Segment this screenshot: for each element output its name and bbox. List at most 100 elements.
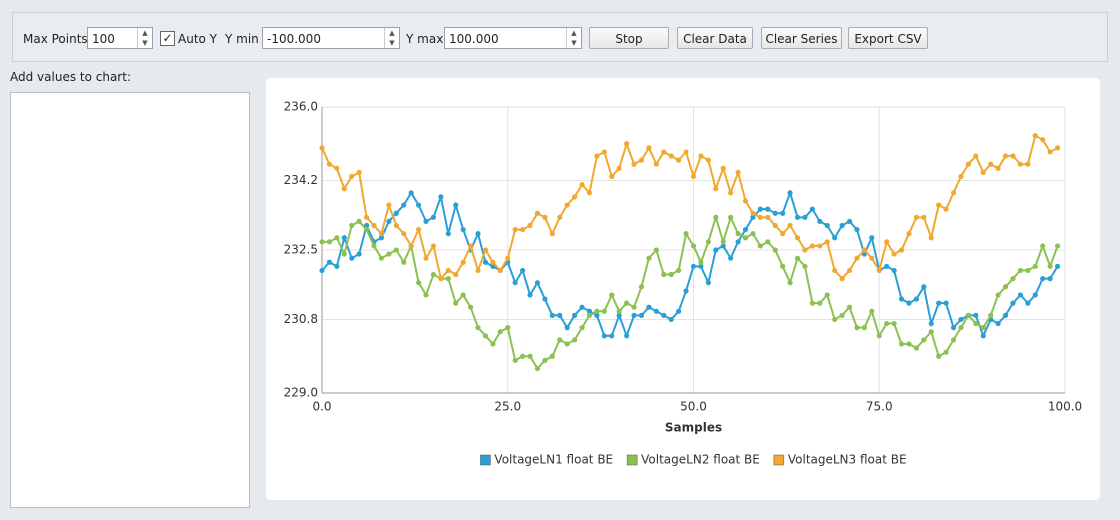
data-point [542, 214, 548, 220]
data-point [824, 222, 830, 229]
data-point [609, 173, 615, 180]
data-point [631, 304, 637, 310]
stop-button[interactable]: Stop [589, 27, 669, 49]
y-tick-label: 232.5 [284, 243, 318, 257]
data-point [594, 312, 600, 318]
data-point [527, 353, 533, 359]
max-points-input[interactable]: 100 ▲ ▼ [87, 27, 153, 49]
export-csv-button[interactable]: Export CSV [848, 27, 928, 49]
data-point [401, 259, 407, 265]
data-point [586, 312, 593, 318]
data-point [735, 239, 741, 245]
data-point [564, 325, 570, 331]
data-point [319, 267, 325, 274]
data-point [549, 353, 555, 359]
data-point [757, 206, 763, 212]
values-textarea[interactable] [10, 92, 250, 508]
data-point [802, 214, 808, 220]
data-point [601, 149, 607, 155]
data-point [928, 235, 934, 241]
data-point [386, 202, 392, 208]
spinner[interactable]: ▲ ▼ [384, 28, 399, 48]
data-point [341, 235, 347, 241]
ymax-label: Y max [406, 32, 444, 46]
data-point [713, 186, 719, 192]
data-point [898, 247, 905, 253]
data-point [980, 333, 986, 339]
data-point [728, 214, 734, 220]
data-point [950, 190, 957, 196]
data-point [846, 218, 853, 224]
ymin-input[interactable]: -100.000 ▲ ▼ [262, 27, 400, 49]
data-point [906, 341, 912, 347]
x-axis-label: Samples [665, 421, 722, 435]
data-point [973, 153, 979, 159]
data-point [891, 267, 897, 274]
input-label: Add values to chart: [10, 70, 131, 84]
data-point [765, 239, 771, 245]
data-point [527, 292, 533, 298]
data-point [958, 325, 964, 331]
ymin-label: Y min [225, 32, 259, 46]
data-point [594, 308, 600, 314]
data-point [371, 243, 377, 249]
legend-label: VoltageLN3 float BE [788, 453, 907, 467]
y-tick-label: 230.8 [284, 312, 318, 326]
data-point [624, 333, 630, 339]
data-point [765, 214, 771, 220]
data-point [468, 304, 474, 310]
data-point [393, 222, 399, 229]
data-point [1017, 267, 1024, 274]
data-point [616, 312, 622, 318]
data-point [505, 255, 511, 261]
data-point [371, 222, 377, 229]
auto-y-label: Auto Y [178, 32, 218, 46]
data-point [363, 214, 370, 220]
data-point [1010, 276, 1016, 282]
data-point [1032, 263, 1038, 269]
data-point [898, 296, 905, 302]
x-tick-label: 25.0 [494, 400, 521, 414]
data-point [683, 288, 689, 294]
data-point [557, 337, 563, 343]
clear-data-button[interactable]: Clear Data [677, 27, 753, 49]
ymax-input[interactable]: 100.000 ▲ ▼ [444, 27, 582, 49]
auto-y-checkbox[interactable]: ✓ [160, 31, 175, 46]
data-point [319, 239, 325, 245]
data-point [638, 284, 645, 290]
data-point [832, 235, 838, 241]
data-point [839, 312, 845, 318]
data-point [787, 280, 793, 286]
data-point [824, 239, 830, 245]
data-point [572, 337, 578, 343]
data-point [534, 280, 541, 286]
data-point [326, 239, 333, 245]
data-point [415, 202, 422, 208]
spinner[interactable]: ▲ ▼ [566, 28, 581, 48]
data-point [913, 214, 920, 220]
data-point [334, 263, 340, 269]
spinner[interactable]: ▲ ▼ [137, 28, 152, 48]
data-point [1054, 263, 1061, 269]
data-point [520, 353, 526, 359]
data-point [490, 259, 496, 265]
data-point [950, 325, 957, 331]
data-point [1032, 133, 1038, 139]
data-point [1047, 149, 1053, 155]
data-point [884, 239, 890, 245]
chart-card: 229.0 230.8 232.5 234.2 236.0 0.0 25.0 50.0 75.0… [266, 78, 1100, 500]
clear-series-button[interactable]: Clear Series [761, 27, 842, 49]
data-point [943, 349, 949, 355]
data-point [349, 222, 355, 229]
data-point [928, 320, 934, 327]
data-point [854, 325, 860, 331]
max-points-label: Max Points [23, 32, 88, 46]
data-point [869, 235, 875, 241]
data-point [705, 239, 711, 245]
data-point [438, 194, 444, 200]
data-point [1002, 153, 1009, 159]
data-point [460, 226, 466, 233]
data-point [1025, 161, 1031, 167]
data-point [1010, 300, 1016, 306]
data-point [527, 222, 533, 229]
